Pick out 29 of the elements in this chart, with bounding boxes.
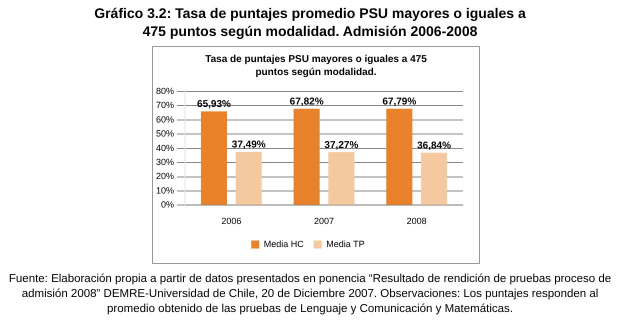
bar (236, 152, 262, 205)
y-tick-label: 10% (156, 185, 174, 196)
y-tick-label: 70% (156, 100, 174, 110)
data-label: 37,27% (324, 140, 358, 151)
data-label: 65,93% (197, 99, 232, 110)
bar (200, 111, 227, 205)
y-tick-label: 20% (156, 171, 174, 182)
data-label: 36,84% (417, 140, 452, 152)
y-tick-label: 0% (161, 200, 174, 210)
x-tick-label: 2006 (221, 216, 242, 226)
bar (421, 152, 448, 205)
data-label: 67,79% (382, 96, 416, 108)
y-tick-label: 80% (156, 86, 174, 96)
y-tick-label: 50% (156, 128, 174, 139)
data-label: 37,49% (232, 140, 266, 151)
legend-label: Media TP (326, 238, 365, 249)
source-note: Fuente: Elaboración propia a partir de datos presentados en ponencia “Resultado de rendición de pruebas proceso de admisión 2008” DEMRE-Universidad de Chile, 20 de Diciembre 2007. Observaciones: Los puntajes responden al promedio obtenido de las pruebas de Lenguaje y Comunicación y Matemáticas. (8, 272, 612, 317)
x-tick-label: 2008 (406, 216, 427, 226)
chart-title: Gráfico 3.2: Tasa de puntajes promedio PSU mayores o iguales a 475 puntos según modalidad. Admisión 2006-2008 (93, 4, 527, 40)
x-tick-label: 2007 (314, 216, 334, 226)
chart-subtitle: Tasa de puntajes PSU mayores o iguales a 475 puntos según modalidad. (204, 53, 428, 79)
legend-label: Media HC (264, 238, 304, 249)
y-tick-label: 40% (156, 142, 174, 153)
bar (386, 108, 412, 205)
y-tick-label: 30% (156, 157, 174, 168)
bar (294, 108, 320, 205)
data-label: 67,82% (290, 96, 324, 108)
y-tick-label: 60% (156, 114, 174, 124)
bar (328, 152, 354, 205)
